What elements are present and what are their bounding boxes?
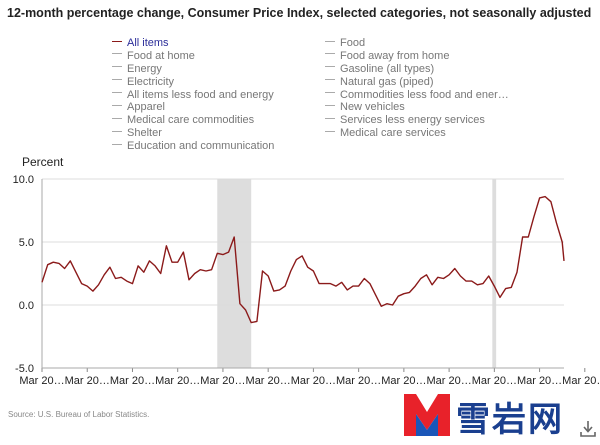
brand-name: 雪岩网: [456, 400, 564, 440]
recession-band: [492, 179, 497, 368]
legend-label: Education and communication: [127, 140, 275, 153]
legend-item[interactable]: All items less food and energy: [112, 89, 274, 102]
legend-column-left: All items Food at home Energy Electricity Al…: [112, 37, 274, 153]
legend-label: Shelter: [127, 127, 162, 140]
legend-swatch: [325, 92, 335, 94]
x-tick-label: Mar 20…: [426, 375, 471, 387]
x-tick-label: Mar 20…: [291, 375, 336, 387]
legend-item[interactable]: Energy: [112, 63, 274, 76]
brand-logo-icon: [404, 394, 450, 436]
x-tick-label: Mar 20…: [65, 375, 110, 387]
chart-title: 12-month percentage change, Consumer Pri…: [7, 6, 592, 20]
legend-swatch: [112, 66, 122, 68]
legend-column-right: Food Food away from home Gasoline (all typ…: [325, 37, 509, 140]
x-tick-label: Mar 20…: [336, 375, 381, 387]
x-tick-label: Mar 20…: [19, 375, 64, 387]
legend-label: Natural gas (piped): [340, 75, 434, 88]
series-line-all-items: [41, 195, 565, 324]
legend-item[interactable]: Food at home: [112, 50, 274, 63]
legend-label: Services less energy services: [340, 114, 485, 127]
legend-swatch: [325, 79, 335, 81]
legend-label: Food at home: [127, 49, 195, 62]
legend-swatch: [112, 117, 122, 119]
y-tick-label: 0.0: [19, 300, 34, 312]
legend-item[interactable]: Medical care commodities: [112, 114, 274, 127]
legend-item[interactable]: Natural gas (piped): [325, 76, 509, 89]
legend-label: Food away from home: [340, 49, 450, 62]
legend-item[interactable]: Apparel: [112, 101, 274, 114]
legend-item[interactable]: Gasoline (all types): [325, 63, 509, 76]
legend-swatch: [325, 53, 335, 55]
legend-label: Apparel: [127, 101, 165, 114]
brand-watermark: 雪岩网: [402, 388, 577, 440]
x-tick-label: Mar 20…: [472, 375, 517, 387]
legend-item[interactable]: Medical care services: [325, 127, 509, 140]
legend-item[interactable]: Food: [325, 37, 509, 50]
legend-label: Commodities less food and ener…: [340, 88, 509, 101]
legend-item[interactable]: Shelter: [112, 127, 274, 140]
legend-label: Electricity: [127, 75, 175, 88]
y-tick-label: -5.0: [15, 363, 34, 375]
legend-label: Medical care services: [340, 127, 446, 140]
x-tick-label: Mar 20…: [381, 375, 426, 387]
legend-item[interactable]: Electricity: [112, 76, 274, 89]
y-tick-label: 10.0: [13, 174, 34, 186]
legend-item[interactable]: All items: [112, 37, 274, 50]
x-tick-label: Mar 20…: [562, 375, 600, 387]
legend-swatch: [112, 130, 122, 132]
legend-label: New vehicles: [340, 101, 405, 114]
recession-band: [217, 179, 252, 368]
x-tick-label: Mar 20…: [517, 375, 562, 387]
legend: All items Food at home Energy Electricity Al…: [112, 37, 592, 155]
x-tick-label: Mar 20…: [246, 375, 291, 387]
legend-swatch: [325, 130, 335, 132]
legend-swatch: [112, 143, 122, 145]
legend-label: Food: [340, 37, 366, 49]
legend-swatch: [325, 105, 335, 107]
x-tick-label: Mar 20…: [200, 375, 245, 387]
legend-label: Energy: [127, 62, 162, 75]
legend-label: All items less food and energy: [127, 88, 274, 101]
legend-swatch: [325, 66, 335, 68]
download-icon[interactable]: [580, 420, 596, 438]
legend-item[interactable]: New vehicles: [325, 101, 509, 114]
x-tick-label: Mar 20…: [110, 375, 155, 387]
legend-label: All items: [127, 37, 169, 49]
legend-label: Medical care commodities: [127, 114, 255, 127]
legend-item[interactable]: Food away from home: [325, 50, 509, 63]
legend-swatch: [112, 53, 122, 55]
legend-swatch: [112, 40, 122, 42]
legend-swatch: [112, 105, 122, 107]
legend-swatch: [325, 40, 335, 42]
legend-item[interactable]: Services less energy services: [325, 114, 509, 127]
legend-swatch: [112, 92, 122, 94]
legend-swatch: [112, 79, 122, 81]
y-tick-label: 5.0: [19, 237, 34, 249]
y-axis-title: Percent: [22, 155, 64, 169]
x-tick-label: Mar 20…: [155, 375, 200, 387]
legend-label: Gasoline (all types): [340, 62, 435, 75]
legend-item[interactable]: Commodities less food and ener…: [325, 89, 509, 102]
legend-item[interactable]: Education and communication: [112, 140, 274, 153]
source-note: Source: U.S. Bureau of Labor Statistics.: [8, 410, 150, 419]
legend-swatch: [325, 117, 335, 119]
